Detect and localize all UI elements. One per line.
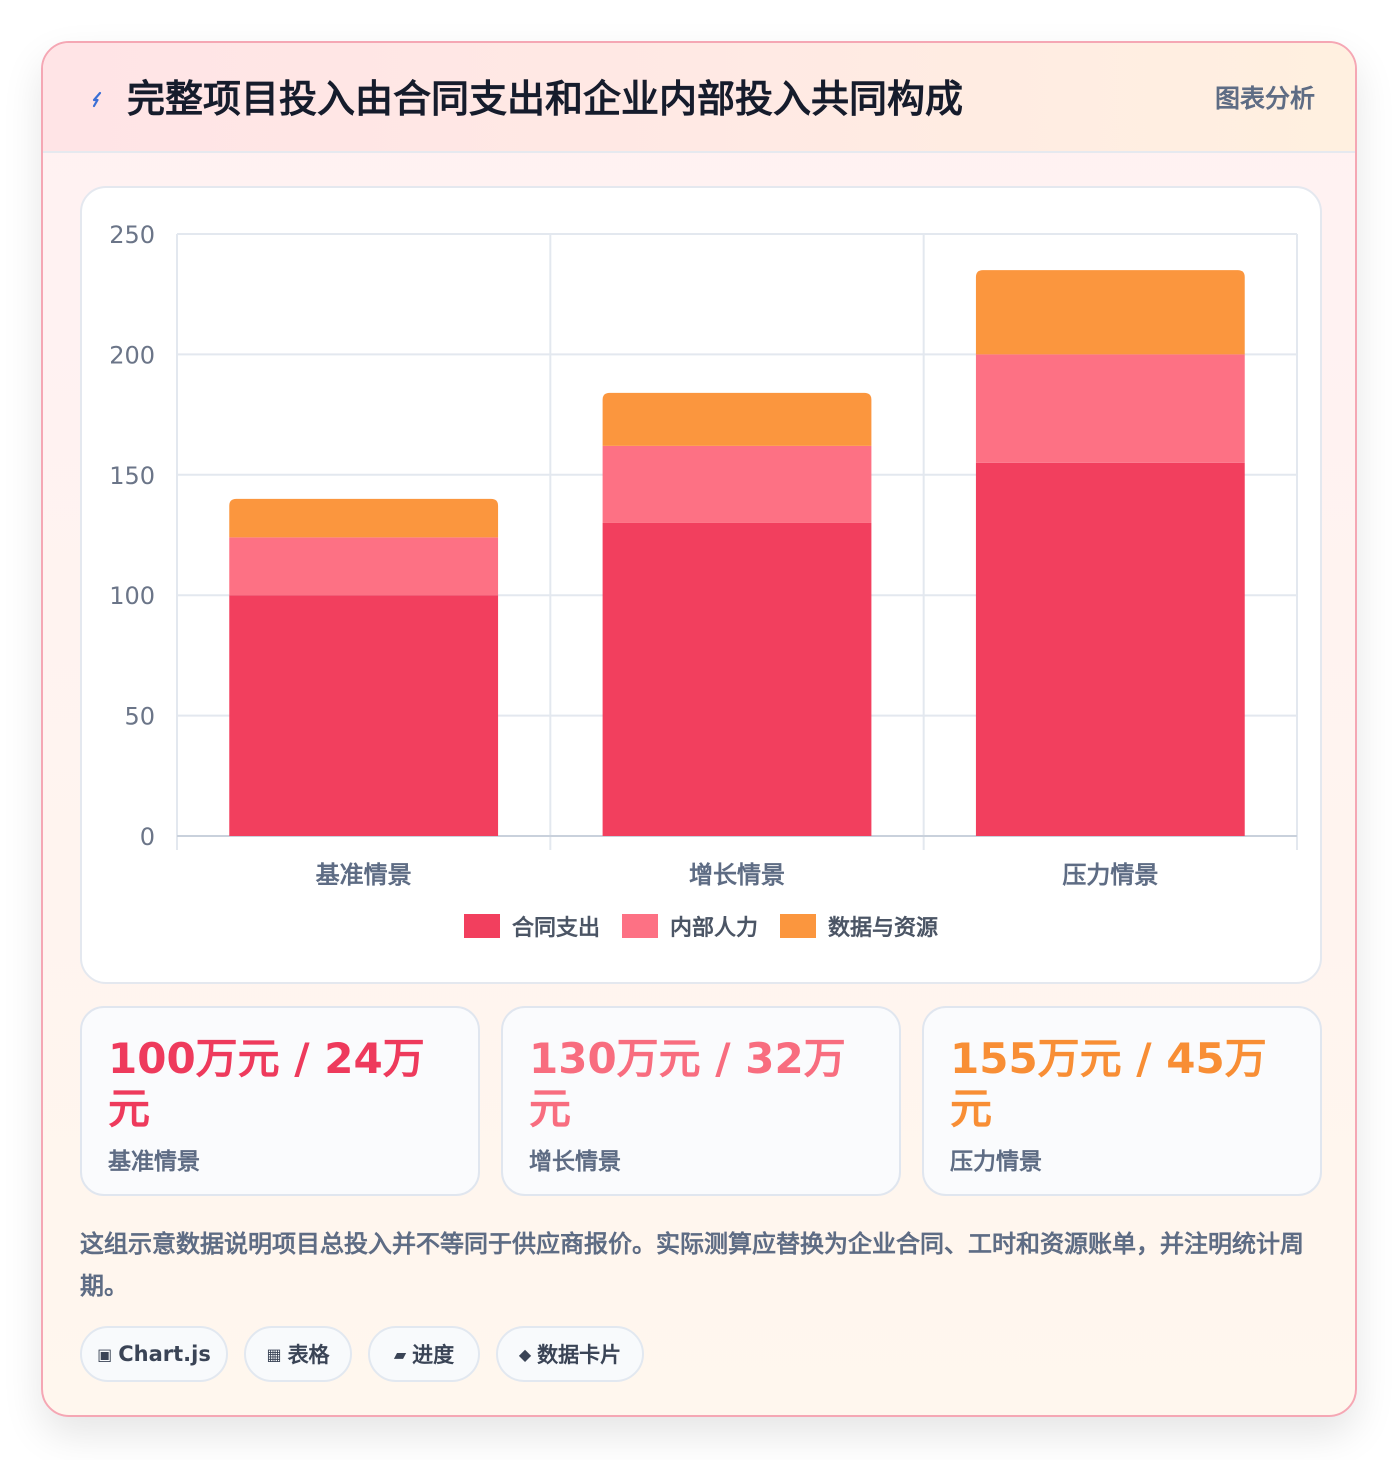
- chip-label: 进度: [412, 1343, 455, 1367]
- y-tick-label: 0: [140, 823, 155, 851]
- bar-segment: [602, 445, 872, 523]
- chip-label: 表格: [287, 1343, 330, 1367]
- y-tick-label: 250: [109, 221, 155, 249]
- chip-label: 数据卡片: [537, 1343, 622, 1367]
- chip-table[interactable]: ▦ 表格: [244, 1326, 352, 1382]
- legend-swatch: [621, 914, 658, 938]
- y-tick-label: 200: [109, 341, 155, 369]
- chip-progress[interactable]: ▰ 进度: [368, 1326, 480, 1382]
- chart-icon: ▣: [97, 1344, 113, 1364]
- bar-segment: [229, 537, 499, 596]
- table-icon: ▦: [266, 1344, 282, 1364]
- y-tick-label: 100: [109, 582, 155, 610]
- header-tag: 图表分析: [1214, 84, 1315, 113]
- stat-value: 130万元 / 32万元: [529, 1034, 846, 1133]
- x-tick-label: 压力情景: [1062, 861, 1158, 889]
- legend-swatch: [780, 914, 816, 938]
- bar-segment: [975, 270, 1245, 355]
- bar-segment: [975, 462, 1245, 836]
- chip-data-card[interactable]: ◆ 数据卡片: [496, 1326, 644, 1382]
- stat-value: 155万元 / 45万元: [950, 1034, 1267, 1133]
- bar-segment: [229, 498, 499, 538]
- legend-item[interactable]: 合同支出: [463, 910, 600, 942]
- chart-panel: 0 50 100 150 200 250 基准情景 增长情景 压力情景 合同支出 内部人力 数据与资…: [80, 186, 1322, 984]
- legend-label: 数据与资源: [828, 916, 939, 941]
- card-header: 完整项目投入由合同支出和企业内部投入共同构成 图表分析: [43, 43, 1355, 153]
- page-title: 完整项目投入由合同支出和企业内部投入共同构成: [127, 77, 964, 121]
- legend-label: 合同支出: [511, 916, 600, 941]
- stat-card-stress: 155万元 / 45万元 压力情景: [922, 1006, 1322, 1196]
- bar-segment: [229, 595, 499, 836]
- stat-label: 增长情景: [529, 1149, 621, 1175]
- lightning-icon: [92, 91, 102, 108]
- stacked-bar-chart: 0 50 100 150 200 250 基准情景 增长情景 压力情景: [109, 221, 1298, 889]
- stat-label: 基准情景: [108, 1149, 200, 1175]
- legend-item[interactable]: 数据与资源: [780, 910, 938, 942]
- chip-label: Chart.js: [118, 1342, 211, 1366]
- y-tick-label: 150: [109, 462, 155, 490]
- bar-segment: [602, 522, 872, 836]
- legend-swatch: [463, 914, 500, 938]
- stat-value: 100万元 / 24万元: [108, 1034, 425, 1133]
- chart-legend: 合同支出 内部人力 数据与资源: [82, 910, 1320, 942]
- legend-item[interactable]: 内部人力: [621, 910, 758, 942]
- bar-segment: [975, 354, 1245, 463]
- bar-segment: [602, 392, 872, 446]
- chip-chartjs[interactable]: ▣ Chart.js: [80, 1326, 228, 1382]
- x-tick-label: 增长情景: [689, 861, 785, 889]
- stat-label: 压力情景: [950, 1149, 1042, 1175]
- progress-icon: ▰: [393, 1344, 407, 1364]
- stat-card-growth: 130万元 / 32万元 增长情景: [501, 1006, 901, 1196]
- stat-card-baseline: 100万元 / 24万元 基准情景: [80, 1006, 480, 1196]
- note-text: 这组示意数据说明项目总投入并不等同于供应商报价。实际测算应替换为企业合同、工时和…: [80, 1230, 1304, 1300]
- diamond-icon: ◆: [518, 1344, 532, 1364]
- content-card: 完整项目投入由合同支出和企业内部投入共同构成 图表分析 0 50 100 150 200…: [41, 41, 1357, 1417]
- x-tick-label: 基准情景: [316, 861, 412, 889]
- legend-label: 内部人力: [669, 916, 758, 941]
- y-tick-label: 50: [124, 703, 155, 731]
